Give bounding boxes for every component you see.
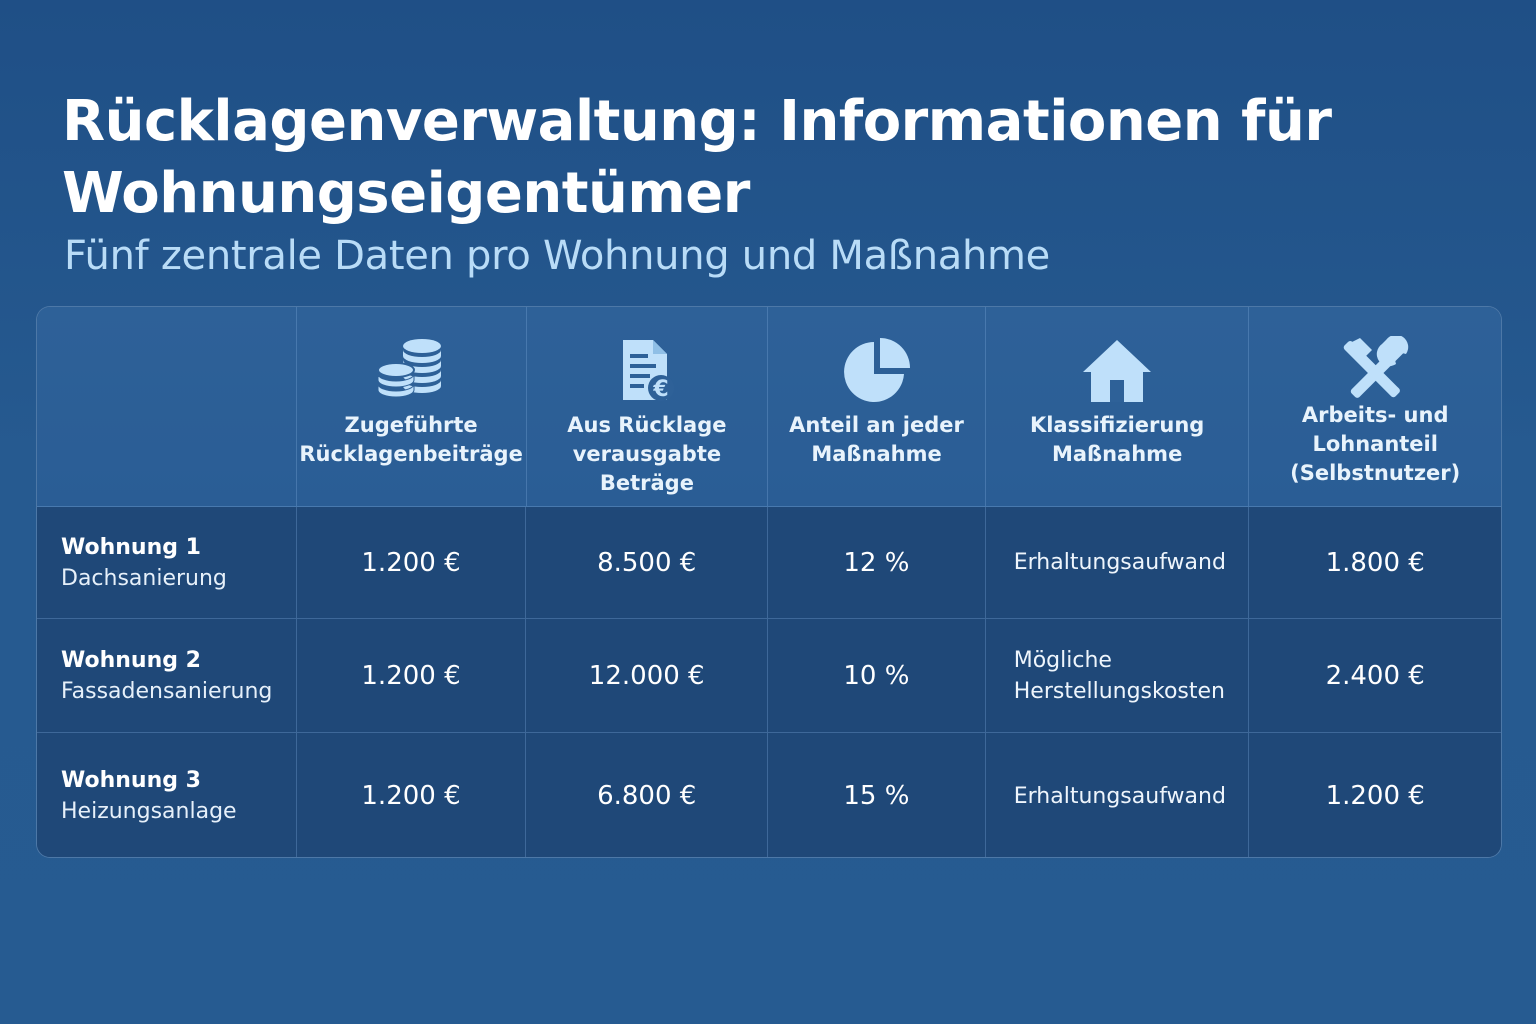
header-label: Arbeits- und Lohnanteil (Selbstnutzer) <box>1290 403 1461 485</box>
classification-value: Erhaltungsaufwand <box>1013 550 1226 575</box>
classification-cell: Erhaltungsaufwand <box>986 733 1250 857</box>
svg-text:€: € <box>652 377 668 402</box>
header-label: Zugeführte Rücklagenbeiträge <box>299 413 523 466</box>
classification-value: Mögliche Herstellungskosten <box>1013 647 1226 704</box>
spent-value: 12.000 € <box>588 660 705 691</box>
spent-cell: 12.000 € <box>526 619 769 732</box>
classification-value: Erhaltungsaufwand <box>1013 783 1226 809</box>
unit-label: Wohnung 2 <box>61 647 201 673</box>
share-cell: 12 % <box>768 507 986 618</box>
unit-label: Wohnung 1 <box>61 534 201 560</box>
header-cell-classification: Klassifizierung Maßnahme <box>986 307 1250 506</box>
page-subtitle: Fünf zentrale Daten pro Wohnung und Maßn… <box>64 233 1050 279</box>
header-label: Klassifizierung Maßnahme <box>1029 413 1205 466</box>
spent-cell: 8.500 € <box>526 507 769 618</box>
euro-document-icon: € <box>619 331 675 411</box>
data-table: Zugeführte Rücklagenbeiträge € Aus Rückl… <box>36 306 1502 858</box>
hammer-wrench-icon <box>1338 331 1412 411</box>
row-name-cell: Wohnung 2 Fassadensanierung <box>37 619 297 732</box>
header-cell-contributed: Zugeführte Rücklagenbeiträge <box>297 307 527 506</box>
header-label: Anteil an jeder Maßnahme <box>789 413 964 466</box>
share-value: 12 % <box>843 547 910 578</box>
spent-value: 8.500 € <box>597 547 697 578</box>
header-label: Aus Rücklage verausgabte Beträge <box>567 413 727 495</box>
share-value: 10 % <box>843 660 910 691</box>
labor-value: 2.400 € <box>1325 660 1425 691</box>
measure-label: Fassadensanierung <box>61 678 273 704</box>
measure-label: Dachsanierung <box>61 565 227 591</box>
contributed-value: 1.200 € <box>361 660 461 691</box>
contributed-cell: 1.200 € <box>297 507 527 618</box>
spent-value: 6.800 € <box>597 781 697 811</box>
table-row: Wohnung 2 Fassadensanierung 1.200 € 12.0… <box>37 619 1501 733</box>
labor-value: 1.800 € <box>1325 547 1425 578</box>
classification-cell: Mögliche Herstellungskosten <box>986 619 1250 732</box>
share-cell: 15 % <box>768 733 986 857</box>
house-icon <box>1081 331 1153 411</box>
labor-cell: 1.800 € <box>1249 507 1501 618</box>
row-name-cell: Wohnung 1 Dachsanierung <box>37 507 297 618</box>
contributed-value: 1.200 € <box>361 547 461 578</box>
row-name-cell: Wohnung 3 Heizungsanlage <box>37 733 297 857</box>
header-cell-labor: Arbeits- und Lohnanteil (Selbstnutzer) <box>1249 307 1501 506</box>
coins-icon <box>376 331 446 411</box>
share-cell: 10 % <box>768 619 986 732</box>
measure-label: Heizungsanlage <box>61 799 237 824</box>
spent-cell: 6.800 € <box>526 733 769 857</box>
contributed-cell: 1.200 € <box>297 733 527 857</box>
header-empty-cell <box>37 307 297 506</box>
table-header-row: Zugeführte Rücklagenbeiträge € Aus Rückl… <box>37 307 1501 507</box>
contributed-value: 1.200 € <box>361 781 461 811</box>
labor-value: 1.200 € <box>1325 781 1425 811</box>
page-title: Rücklagenverwaltung: Informationen für W… <box>62 89 1332 226</box>
table-row: Wohnung 1 Dachsanierung 1.200 € 8.500 € … <box>37 507 1501 619</box>
pie-chart-icon <box>842 331 912 411</box>
labor-cell: 1.200 € <box>1249 733 1501 857</box>
header-cell-share: Anteil an jeder Maßnahme <box>768 307 986 506</box>
header-cell-spent: € Aus Rücklage verausgabte Beträge <box>527 307 769 506</box>
unit-label: Wohnung 3 <box>61 768 201 793</box>
contributed-cell: 1.200 € <box>297 619 527 732</box>
classification-cell: Erhaltungsaufwand <box>986 507 1250 618</box>
labor-cell: 2.400 € <box>1249 619 1501 732</box>
table-row: Wohnung 3 Heizungsanlage 1.200 € 6.800 €… <box>37 733 1501 857</box>
share-value: 15 % <box>843 781 910 811</box>
